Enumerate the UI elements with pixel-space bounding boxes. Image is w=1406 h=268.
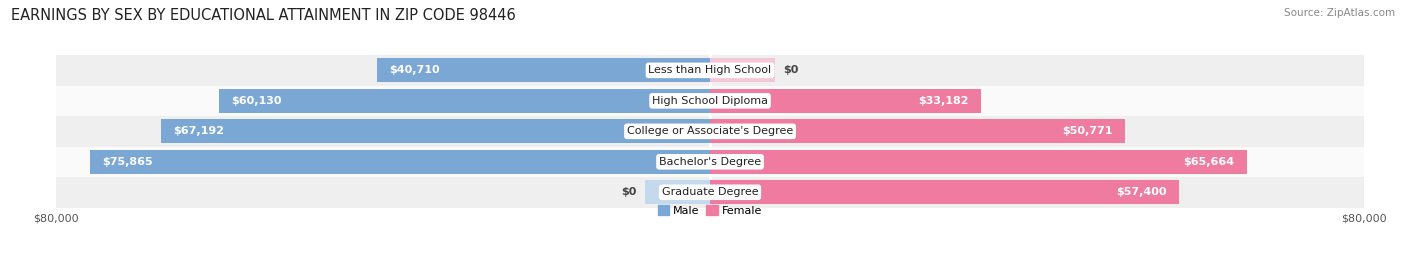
Legend: Male, Female: Male, Female — [658, 206, 762, 216]
Text: Bachelor's Degree: Bachelor's Degree — [659, 157, 761, 167]
Text: Source: ZipAtlas.com: Source: ZipAtlas.com — [1284, 8, 1395, 18]
Text: $40,710: $40,710 — [389, 65, 440, 75]
Bar — [56, 116, 1364, 147]
Bar — [218, 89, 710, 113]
Text: $65,664: $65,664 — [1184, 157, 1234, 167]
Text: $67,192: $67,192 — [173, 126, 224, 136]
Bar — [90, 150, 710, 174]
Bar — [56, 85, 1364, 116]
Text: $0: $0 — [621, 187, 637, 197]
Text: Less than High School: Less than High School — [648, 65, 772, 75]
Bar — [56, 147, 1364, 177]
Text: High School Diploma: High School Diploma — [652, 96, 768, 106]
Bar — [710, 89, 981, 113]
Text: College or Associate's Degree: College or Associate's Degree — [627, 126, 793, 136]
Bar — [710, 120, 1125, 143]
Text: $0: $0 — [783, 65, 799, 75]
Text: Graduate Degree: Graduate Degree — [662, 187, 758, 197]
Bar — [377, 58, 710, 82]
Bar — [160, 120, 710, 143]
Bar — [56, 177, 1364, 207]
Bar — [644, 180, 710, 204]
Bar — [56, 55, 1364, 85]
Text: $33,182: $33,182 — [918, 96, 969, 106]
Text: $60,130: $60,130 — [231, 96, 281, 106]
Bar — [710, 150, 1247, 174]
Bar — [710, 58, 776, 82]
Bar — [710, 180, 1180, 204]
Text: $75,865: $75,865 — [103, 157, 153, 167]
Text: EARNINGS BY SEX BY EDUCATIONAL ATTAINMENT IN ZIP CODE 98446: EARNINGS BY SEX BY EDUCATIONAL ATTAINMEN… — [11, 8, 516, 23]
Text: $57,400: $57,400 — [1116, 187, 1167, 197]
Text: $50,771: $50,771 — [1062, 126, 1112, 136]
